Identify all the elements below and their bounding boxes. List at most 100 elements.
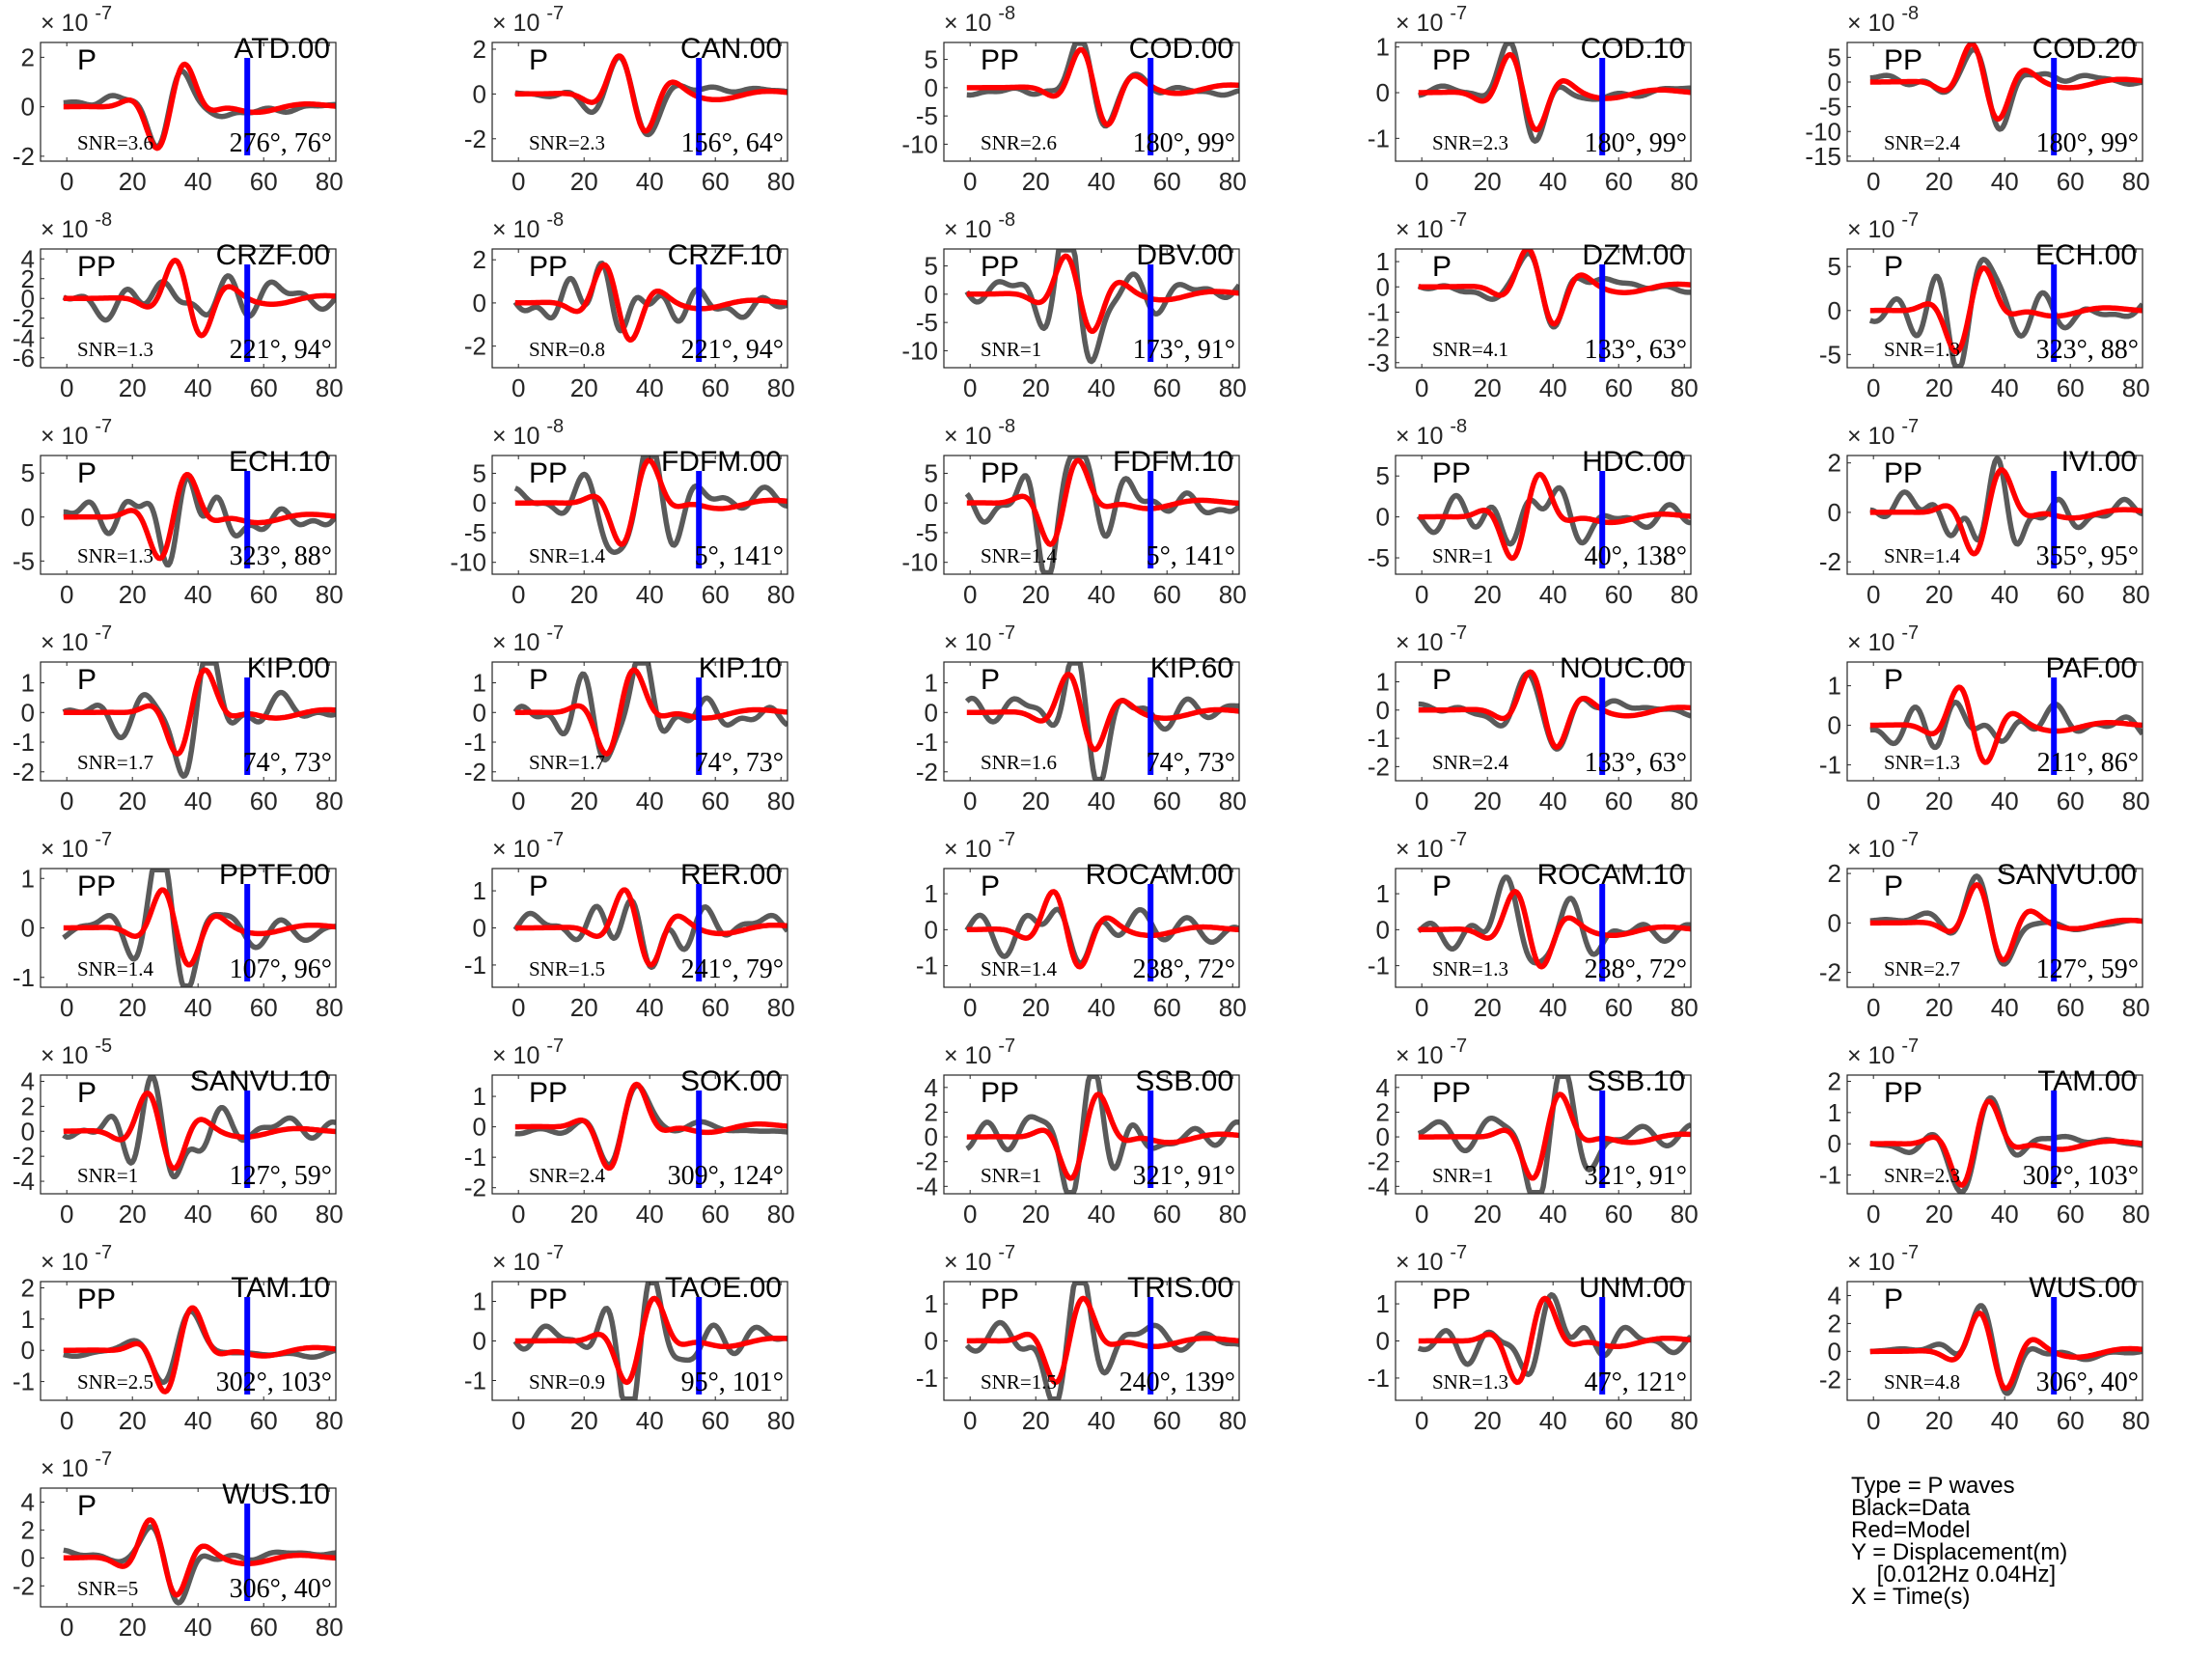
x-tick-label: 20 <box>1022 167 1050 196</box>
exponent-label: × 10 -7 <box>492 829 564 863</box>
y-tick-label: -2 <box>916 758 938 787</box>
axes-box <box>1846 1074 2143 1195</box>
y-tick-label: 0 <box>473 289 486 318</box>
model-trace <box>965 889 1239 970</box>
x-tick-label: 80 <box>1671 373 1699 402</box>
y-tick-label: 0 <box>1376 1122 1390 1151</box>
snr-label: SNR=2.3 <box>1432 131 1508 154</box>
phase-label: PP <box>1884 44 1922 76</box>
y-tick-label: -5 <box>916 308 938 337</box>
snr-label: SNR=1.3 <box>1884 338 1960 361</box>
y-tick-label: 0 <box>473 488 486 517</box>
x-tick-label: 40 <box>636 373 664 402</box>
y-tick-label: -2 <box>464 758 486 787</box>
exponent-label: × 10 -5 <box>41 1036 112 1069</box>
y-tick-label: 4 <box>1828 1281 1841 1310</box>
x-tick-label: 60 <box>250 787 278 815</box>
station-label: TAM.10 <box>231 1272 330 1304</box>
y-tick-label: -1 <box>1368 724 1390 753</box>
legend-red: Red=Model <box>1851 1517 1971 1543</box>
model-trace <box>965 457 1239 547</box>
y-tick-label: 1 <box>1376 33 1390 62</box>
station-label: SANVU.00 <box>1997 859 2137 891</box>
x-tick-label: 60 <box>1605 1406 1633 1435</box>
phase-label: P <box>529 870 548 902</box>
axes-box <box>1846 868 2143 988</box>
phase-label: P <box>529 44 548 76</box>
snr-label: SNR=5 <box>77 1577 138 1600</box>
y-tick-label: 0 <box>473 698 486 727</box>
x-tick-label: 40 <box>1539 167 1567 196</box>
y-tick-label: 2 <box>1376 1097 1390 1126</box>
exponent-label: × 10 -8 <box>944 209 1015 243</box>
x-tick-label: 60 <box>1153 787 1181 815</box>
x-tick-label: 40 <box>1088 993 1116 1022</box>
snr-label: SNR=1.4 <box>981 957 1057 980</box>
y-tick-label: 1 <box>925 1289 938 1318</box>
waveform-panel-tris-00: 0 20 40 60 80 1 0 -1 × 10 -7 TRIS.00 PP SNR=1.5 240°… <box>916 1242 1247 1435</box>
model-trace <box>1417 889 1691 970</box>
model-trace <box>1868 684 2143 765</box>
model-trace <box>62 472 336 562</box>
axes-box <box>1846 661 2143 782</box>
phase-label: PP <box>1884 457 1922 489</box>
x-tick-label: 40 <box>636 167 664 196</box>
phase-label: PP <box>981 44 1019 76</box>
x-tick-label: 80 <box>1219 373 1247 402</box>
snr-label: SNR=1.4 <box>77 957 153 980</box>
legend-x: X = Time(s) <box>1851 1584 1971 1610</box>
model-trace <box>965 672 1239 753</box>
x-tick-label: 40 <box>184 373 212 402</box>
y-tick-label: -4 <box>916 1172 938 1201</box>
station-label: NOUC.00 <box>1560 652 1685 684</box>
axes-box <box>40 661 337 782</box>
x-tick-label: 60 <box>702 373 730 402</box>
x-tick-label: 80 <box>1219 787 1247 815</box>
y-tick-label: 0 <box>1828 296 1841 325</box>
legend-black: Black=Data <box>1851 1495 1971 1521</box>
x-tick-label: 60 <box>2057 373 2085 402</box>
phase-label: PP <box>529 457 567 489</box>
waveform-panel-cod-10: 0 20 40 60 80 1 0 -1 × 10 -7 COD.10 PP SNR=2.3 180°,… <box>1368 3 1699 196</box>
x-tick-label: 20 <box>1022 1200 1050 1229</box>
exponent-label: × 10 -7 <box>1396 1036 1467 1069</box>
x-tick-label: 60 <box>2057 993 2085 1022</box>
x-tick-label: 20 <box>570 167 598 196</box>
snr-label: SNR=2.3 <box>1884 1164 1960 1187</box>
station-label: ROCAM.10 <box>1537 859 1685 891</box>
exponent-label: × 10 -7 <box>41 1449 112 1482</box>
x-tick-label: 80 <box>1219 580 1247 609</box>
phase-label: PP <box>1884 1077 1922 1109</box>
x-tick-label: 0 <box>1415 1406 1428 1435</box>
axes-box <box>40 41 337 162</box>
x-tick-label: 80 <box>767 787 795 815</box>
x-tick-label: 80 <box>1219 167 1247 196</box>
model-trace <box>1417 1091 1691 1181</box>
y-tick-label: 1 <box>473 1287 486 1316</box>
exponent-label: × 10 -7 <box>944 622 1015 656</box>
x-tick-label: 80 <box>2122 373 2150 402</box>
x-tick-label: 80 <box>767 1200 795 1229</box>
snr-label: SNR=1.3 <box>1884 751 1960 774</box>
y-tick-label: 2 <box>21 1515 35 1544</box>
azimuth-incidence-label: 127°, 59° <box>2036 954 2139 984</box>
y-tick-label: 2 <box>1828 1066 1841 1095</box>
x-tick-label: 40 <box>184 580 212 609</box>
snr-label: SNR=1.7 <box>529 751 605 774</box>
y-tick-label: 5 <box>925 252 938 281</box>
y-tick-label: -1 <box>1368 1364 1390 1393</box>
x-tick-label: 40 <box>1991 1200 2019 1229</box>
x-tick-label: 40 <box>1991 1406 2019 1435</box>
x-tick-label: 40 <box>1088 580 1116 609</box>
data-trace <box>62 273 336 323</box>
y-tick-label: -1 <box>916 728 938 757</box>
azimuth-incidence-label: 180°, 99° <box>1585 128 1687 158</box>
x-tick-label: 20 <box>119 167 147 196</box>
x-tick-label: 60 <box>1153 1406 1181 1435</box>
model-trace <box>513 457 788 547</box>
